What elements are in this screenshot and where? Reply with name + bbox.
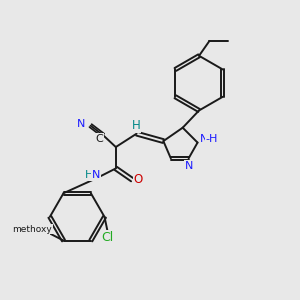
Text: -H: -H: [206, 134, 218, 144]
Text: H: H: [85, 170, 93, 180]
Text: N: N: [184, 161, 193, 171]
Text: Cl: Cl: [101, 231, 114, 244]
Text: N: N: [92, 170, 100, 180]
Text: O: O: [134, 173, 143, 186]
Text: N: N: [77, 119, 85, 129]
Text: N: N: [200, 134, 208, 144]
Text: methoxy: methoxy: [12, 225, 52, 234]
Text: O: O: [40, 224, 49, 234]
Text: C: C: [96, 134, 103, 144]
Text: H: H: [132, 119, 140, 132]
